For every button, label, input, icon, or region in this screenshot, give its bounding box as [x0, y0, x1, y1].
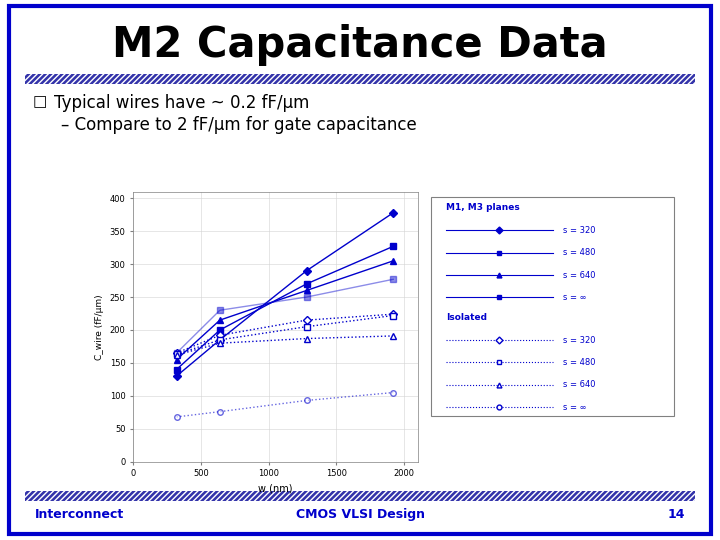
- Text: – Compare to 2 fF/μm for gate capacitance: – Compare to 2 fF/μm for gate capacitanc…: [61, 116, 417, 134]
- Text: s = 480: s = 480: [562, 248, 595, 257]
- Text: Typical wires have ~ 0.2 fF/μm: Typical wires have ~ 0.2 fF/μm: [54, 94, 310, 112]
- Text: Isolated: Isolated: [446, 313, 487, 322]
- Text: s = 480: s = 480: [562, 358, 595, 367]
- Text: s = 640: s = 640: [562, 380, 595, 389]
- X-axis label: w (nm): w (nm): [258, 484, 292, 494]
- Text: s = 640: s = 640: [562, 271, 595, 280]
- Y-axis label: C_wire (fF/μm): C_wire (fF/μm): [95, 294, 104, 360]
- Text: s = ∞: s = ∞: [562, 293, 586, 302]
- Text: s = 320: s = 320: [562, 335, 595, 345]
- Text: s = 320: s = 320: [562, 226, 595, 235]
- Text: 14: 14: [668, 508, 685, 521]
- Text: s = ∞: s = ∞: [562, 403, 586, 412]
- Text: Interconnect: Interconnect: [35, 508, 124, 521]
- FancyBboxPatch shape: [431, 197, 675, 416]
- Text: □: □: [32, 94, 47, 110]
- Text: M1, M3 planes: M1, M3 planes: [446, 204, 520, 212]
- Text: M2 Capacitance Data: M2 Capacitance Data: [112, 24, 608, 66]
- Text: CMOS VLSI Design: CMOS VLSI Design: [295, 508, 425, 521]
